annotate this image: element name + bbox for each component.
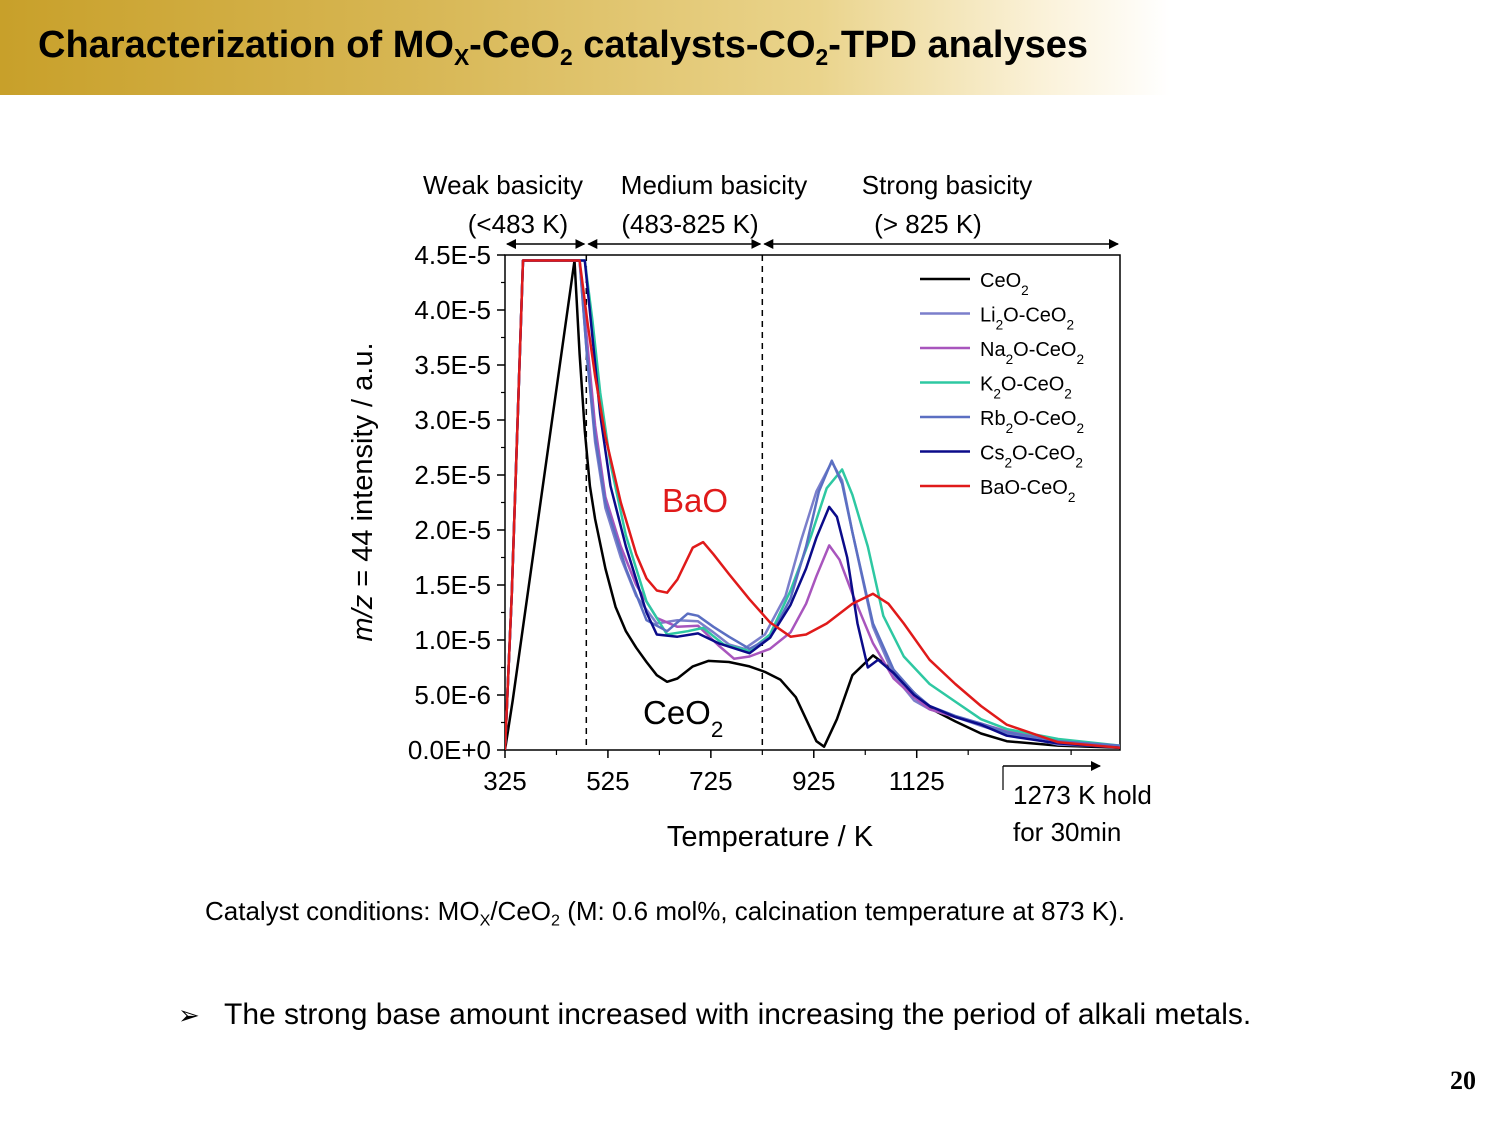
y-tick-label: 2.0E-5 xyxy=(414,515,491,545)
series-line xyxy=(505,259,1120,750)
region-label: Strong basicity xyxy=(862,170,1033,200)
slide-title: Characterization of MOX-CeO2 catalysts-C… xyxy=(38,24,1089,70)
series-line xyxy=(505,259,1120,750)
page-number: 20 xyxy=(1450,1066,1476,1095)
x-axis-label: Temperature / K xyxy=(667,821,874,853)
y-tick-label: 0.0E+0 xyxy=(408,735,491,765)
region-range-label: (> 825 K) xyxy=(874,209,982,239)
legend-label: Na2O-CeO2 xyxy=(980,339,1084,367)
bullet-text: The strong base amount increased with in… xyxy=(224,998,1252,1031)
y-tick-label: 3.5E-5 xyxy=(414,350,491,380)
catalyst-conditions: Catalyst conditions: MOX/CeO2 (M: 0.6 mo… xyxy=(205,896,1125,930)
y-tick-label: 1.5E-5 xyxy=(414,570,491,600)
y-tick-label: 4.5E-5 xyxy=(414,240,491,270)
legend-label: BaO-CeO2 xyxy=(980,477,1075,505)
region-label: Weak basicity xyxy=(423,170,583,200)
region-label: Medium basicity xyxy=(621,170,807,200)
x-tick-label: 1125 xyxy=(889,766,945,796)
annotation-bao: BaO xyxy=(662,482,728,519)
region-range-label: (483-825 K) xyxy=(621,209,758,239)
x-tick-label: 725 xyxy=(689,766,732,796)
hold-note-line2: for 30min xyxy=(1013,817,1121,847)
conclusion-bullet: ➢ The strong base amount increased with i… xyxy=(178,998,1251,1032)
region-range-label: (<483 K) xyxy=(468,209,568,239)
title-bar xyxy=(0,0,1170,95)
arrow-bullet-icon: ➢ xyxy=(178,1000,200,1030)
x-tick-label: 925 xyxy=(792,766,835,796)
legend-label: Li2O-CeO2 xyxy=(980,305,1074,333)
legend-label: Cs2O-CeO2 xyxy=(980,443,1083,471)
annotation-ceo2: CeO2 xyxy=(643,694,723,742)
x-tick-label: 525 xyxy=(586,766,629,796)
y-tick-label: 4.0E-5 xyxy=(414,295,491,325)
y-tick-label: 2.5E-5 xyxy=(414,460,491,490)
series-line xyxy=(505,259,1120,750)
x-tick-label: 325 xyxy=(483,766,526,796)
y-axis-label: m/z = 44 intensity / a.u. xyxy=(347,342,379,641)
series-group xyxy=(505,259,1120,750)
y-tick-label: 1.0E-5 xyxy=(414,625,491,655)
y-tick-label: 5.0E-6 xyxy=(414,680,491,710)
legend-label: Rb2O-CeO2 xyxy=(980,408,1084,436)
y-tick-label: 3.0E-5 xyxy=(414,405,491,435)
legend-label: K2O-CeO2 xyxy=(980,374,1072,402)
hold-note-line1: 1273 K hold xyxy=(1013,780,1152,810)
legend-label: CeO2 xyxy=(980,270,1029,298)
series-line xyxy=(505,259,1120,750)
